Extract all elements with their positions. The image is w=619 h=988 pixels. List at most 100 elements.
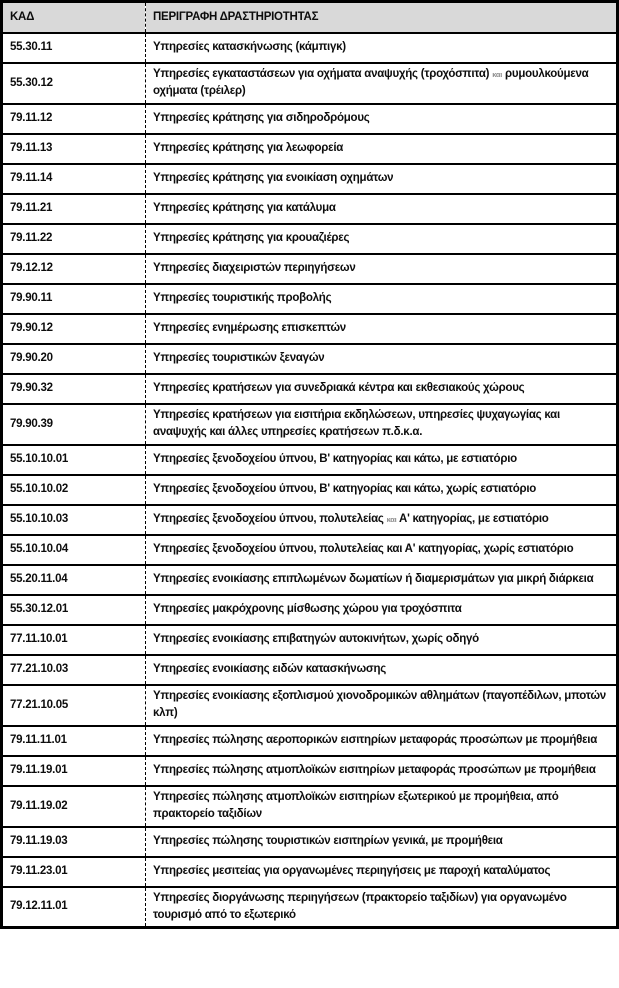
activity-description-cell: Υπηρεσίες κρατήσεων για συνεδριακά κέντρ… [145,372,618,405]
activity-description-cell: Υπηρεσίες ξενοδοχείου ύπνου, πολυτελείας… [145,503,618,536]
description-text: Υπηρεσίες κράτησης για κρουαζιέρες [153,232,350,244]
small-kai-text: και [492,70,503,79]
activity-description-cell: Υπηρεσίες διαχειριστών περιηγήσεων [145,252,618,285]
activity-description-cell: Υπηρεσίες ενοικίασης επιβατηγών αυτοκινή… [145,623,618,656]
description-text: Υπηρεσίες ενοικίασης επιβατηγών αυτοκινή… [153,633,479,645]
table-row: 55.10.10.04 Υπηρεσίες ξενοδοχείου ύπνου,… [1,533,618,566]
kad-code-cell: 79.90.12 [1,312,146,345]
table-row: 79.12.11.01 Υπηρεσίες διοργάνωσης περιηγ… [1,885,618,929]
activity-description-cell: Υπηρεσίες διοργάνωσης περιηγήσεων (πρακτ… [145,885,618,929]
table-row: 55.30.12.01 Υπηρεσίες μακρόχρονης μίσθωσ… [1,593,618,626]
kad-code-cell: 79.11.19.01 [1,754,146,787]
description-text: Υπηρεσίες πώλησης αεροπορικών εισιτηρίων… [153,734,598,746]
description-text: Υπηρεσίες πώλησης ατμοπλοϊκών εισιτηρίων… [153,791,559,820]
kad-table-body: 55.30.11 Υπηρεσίες κατασκήνωσης (κάμπιγκ… [1,31,618,929]
kad-code-cell: 55.10.10.03 [1,503,146,536]
kad-code-cell: 55.30.12 [1,61,146,105]
kad-code-cell: 79.11.13 [1,132,146,165]
activity-description-cell: Υπηρεσίες ενημέρωσης επισκεπτών [145,312,618,345]
table-row: 77.21.10.05 Υπηρεσίες ενοικίασης εξοπλισ… [1,683,618,727]
table-row: 79.11.22 Υπηρεσίες κράτησης για κρουαζιέ… [1,222,618,255]
description-text: Υπηρεσίες ενοικίασης επιπλωμένων δωματίω… [153,573,594,585]
kad-code-cell: 77.11.10.01 [1,623,146,656]
table-row: 79.11.23.01 Υπηρεσίες μεσιτείας για οργα… [1,855,618,888]
description-text: Υπηρεσίες κράτησης για κατάλυμα [153,202,336,214]
kad-code-cell: 55.30.11 [1,31,146,64]
table-row: 79.90.20 Υπηρεσίες τουριστικών ξεναγών [1,342,618,375]
description-text: Υπηρεσίες μακρόχρονης μίσθωσης χώρου για… [153,603,462,615]
table-row: 79.90.32 Υπηρεσίες κρατήσεων για συνεδρι… [1,372,618,405]
description-text: Υπηρεσίες κράτησης για ενοικίαση οχημάτω… [153,172,394,184]
kad-code-cell: 79.11.12 [1,102,146,135]
table-row: 79.11.19.02 Υπηρεσίες πώλησης ατμοπλοϊκώ… [1,784,618,828]
activity-description-cell: Υπηρεσίες τουριστικών ξεναγών [145,342,618,375]
description-text: Α' κατηγορίας, με εστιατόριο [396,513,549,525]
table-row: 79.11.12 Υπηρεσίες κράτησης για σιδηροδρ… [1,102,618,135]
kad-code-cell: 55.20.11.04 [1,563,146,596]
kad-code-cell: 79.11.19.03 [1,825,146,858]
kad-code-cell: 79.11.11.01 [1,724,146,757]
table-row: 79.11.21 Υπηρεσίες κράτησης για κατάλυμα [1,192,618,225]
table-row: 79.11.14 Υπηρεσίες κράτησης για ενοικίασ… [1,162,618,195]
kad-code-cell: 55.10.10.01 [1,443,146,476]
kad-code-cell: 55.10.10.04 [1,533,146,566]
table-header-row: ΚΑΔ ΠΕΡΙΓΡΑΦΗ ΔΡΑΣΤΗΡΙΟΤΗΤΑΣ [1,0,618,34]
column-header-description: ΠΕΡΙΓΡΑΦΗ ΔΡΑΣΤΗΡΙΟΤΗΤΑΣ [145,0,618,34]
description-text: Υπηρεσίες τουριστικών ξεναγών [153,352,325,364]
activity-description-cell: Υπηρεσίες ξενοδοχείου ύπνου, Β' κατηγορί… [145,443,618,476]
column-header-kad: ΚΑΔ [1,0,146,34]
description-text: Υπηρεσίες ενοικίασης εξοπλισμού χιονοδρο… [153,690,606,719]
activity-description-cell: Υπηρεσίες μακρόχρονης μίσθωσης χώρου για… [145,593,618,626]
description-text: Υπηρεσίες διοργάνωσης περιηγήσεων (πρακτ… [153,891,567,921]
description-text: Υπηρεσίες κράτησης για λεωφορεία [153,142,344,154]
kad-code-cell: 55.10.10.02 [1,473,146,506]
small-kai-text: και [386,515,397,524]
table-row: 55.30.11 Υπηρεσίες κατασκήνωσης (κάμπιγκ… [1,31,618,64]
table-row: 55.10.10.03 Υπηρεσίες ξενοδοχείου ύπνου,… [1,503,618,536]
activity-description-cell: Υπηρεσίες κράτησης για λεωφορεία [145,132,618,165]
kad-code-cell: 79.11.22 [1,222,146,255]
table-row: 79.12.12 Υπηρεσίες διαχειριστών περιηγήσ… [1,252,618,285]
table-row: 77.11.10.01 Υπηρεσίες ενοικίασης επιβατη… [1,623,618,656]
activity-description-cell: Υπηρεσίες πώλησης ατμοπλοϊκών εισιτηρίων… [145,754,618,787]
activity-description-cell: Υπηρεσίες κράτησης για σιδηροδρόμους [145,102,618,135]
table-row: 55.10.10.02 Υπηρεσίες ξενοδοχείου ύπνου,… [1,473,618,506]
description-text: Υπηρεσίες διαχειριστών περιηγήσεων [153,262,356,274]
table-row: 79.90.12 Υπηρεσίες ενημέρωσης επισκεπτών [1,312,618,345]
kad-code-cell: 79.11.19.02 [1,784,146,828]
activity-description-cell: Υπηρεσίες μεσιτείας για οργανωμένες περι… [145,855,618,888]
description-text: Υπηρεσίες κρατήσεων για εισιτήρια εκδηλώ… [153,409,560,438]
description-text: Υπηρεσίες μεσιτείας για οργανωμένες περι… [153,865,551,877]
activity-description-cell: Υπηρεσίες εγκαταστάσεων για οχήματα αναψ… [145,61,618,105]
description-text: Υπηρεσίες ξενοδοχείου ύπνου, πολυτελείας [153,513,387,525]
kad-code-cell: 79.12.12 [1,252,146,285]
table-row: 77.21.10.03 Υπηρεσίες ενοικίασης ειδών κ… [1,653,618,686]
table-row: 79.11.11.01 Υπηρεσίες πώλησης αεροπορικώ… [1,724,618,757]
table-row: 55.20.11.04 Υπηρεσίες ενοικίασης επιπλωμ… [1,563,618,596]
activity-description-cell: Υπηρεσίες κρατήσεων για εισιτήρια εκδηλώ… [145,402,618,446]
activity-description-cell: Υπηρεσίες ενοικίασης ειδών κατασκήνωσης [145,653,618,686]
description-text: ρυμουλκούμενα οχήματα (τρέιλερ) [153,68,589,97]
description-text: Υπηρεσίες ξενοδοχείου ύπνου, Β' κατηγορί… [153,483,537,495]
description-text: Υπηρεσίες ξενοδοχείου ύπνου, πολυτελείας… [153,543,574,555]
kad-code-cell: 79.11.21 [1,192,146,225]
kad-code-cell: 77.21.10.05 [1,683,146,727]
activity-description-cell: Υπηρεσίες πώλησης τουριστικών εισιτηρίων… [145,825,618,858]
description-text: Υπηρεσίες εγκαταστάσεων για οχήματα αναψ… [153,68,493,80]
table-row: 79.11.13 Υπηρεσίες κράτησης για λεωφορεί… [1,132,618,165]
table-row: 55.30.12 Υπηρεσίες εγκαταστάσεων για οχή… [1,61,618,105]
description-text: Υπηρεσίες πώλησης τουριστικών εισιτηρίων… [153,835,503,847]
kad-code-cell: 79.90.11 [1,282,146,315]
activity-description-cell: Υπηρεσίες τουριστικής προβολής [145,282,618,315]
table-row: 79.90.39 Υπηρεσίες κρατήσεων για εισιτήρ… [1,402,618,446]
activity-description-cell: Υπηρεσίες ενοικίασης εξοπλισμού χιονοδρο… [145,683,618,727]
kad-code-cell: 79.12.11.01 [1,885,146,929]
kad-code-cell: 79.90.39 [1,402,146,446]
table-row: 79.11.19.03 Υπηρεσίες πώλησης τουριστικώ… [1,825,618,858]
kad-code-cell: 77.21.10.03 [1,653,146,686]
activity-description-cell: Υπηρεσίες ενοικίασης επιπλωμένων δωματίω… [145,563,618,596]
activity-description-cell: Υπηρεσίες ξενοδοχείου ύπνου, Β' κατηγορί… [145,473,618,506]
kad-code-cell: 79.11.23.01 [1,855,146,888]
activity-description-cell: Υπηρεσίες κράτησης για κατάλυμα [145,192,618,225]
